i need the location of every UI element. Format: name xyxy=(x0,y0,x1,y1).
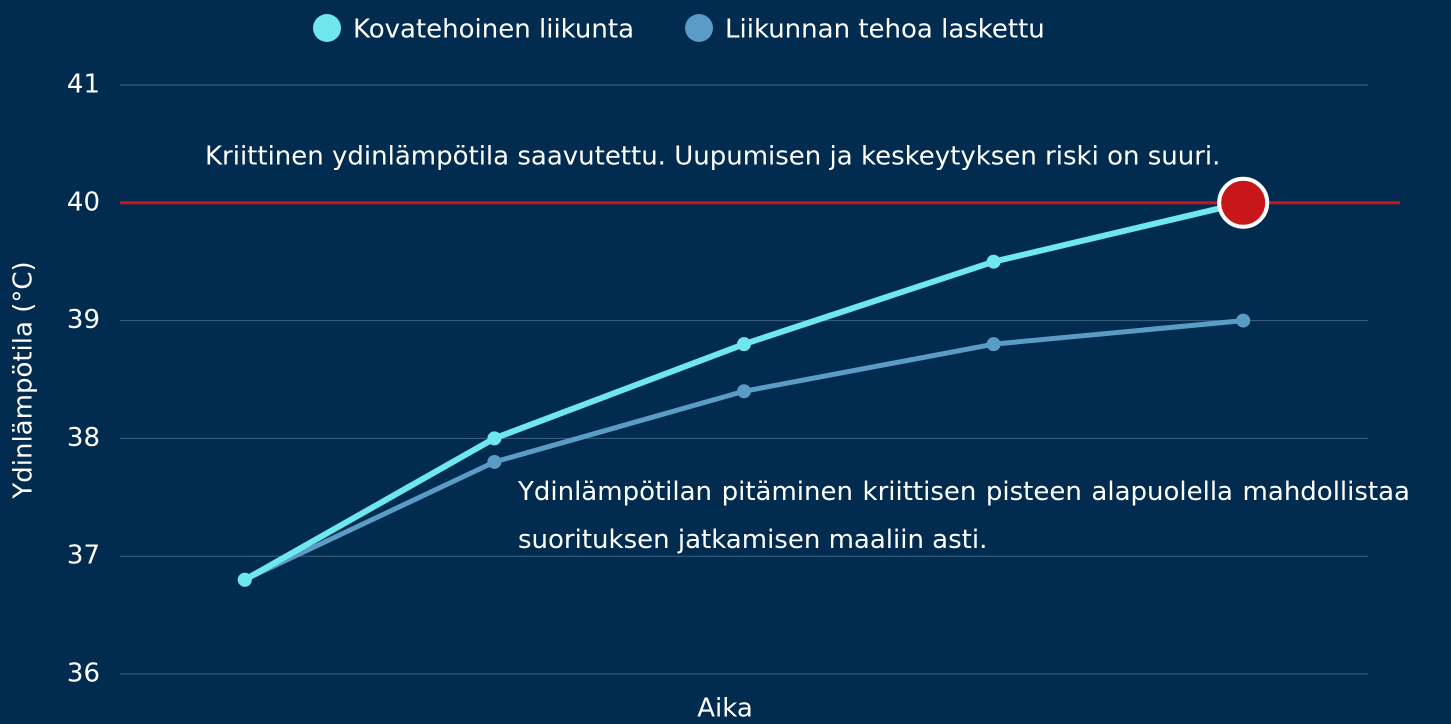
point xyxy=(487,454,502,469)
critical-marker xyxy=(1217,176,1270,229)
point xyxy=(1236,313,1251,328)
annotation: Kriittinen ydinlämpötila saavutettu. Uup… xyxy=(205,142,1220,172)
point xyxy=(986,337,1001,352)
point xyxy=(986,254,1001,269)
point xyxy=(237,572,252,587)
legend-label: Liikunnan tehoa laskettu xyxy=(725,15,1045,45)
x-axis-label: Aika xyxy=(697,694,753,724)
legend-swatch xyxy=(313,14,341,42)
point xyxy=(487,431,502,446)
y-tick-label: 38 xyxy=(67,423,100,453)
y-tick-label: 36 xyxy=(67,659,100,689)
point xyxy=(737,337,751,352)
annotation: Ydinlämpötilan pitäminen kriittisen pist… xyxy=(518,477,1410,555)
y-tick-label: 40 xyxy=(67,187,100,217)
y-tick-label: 39 xyxy=(67,305,100,335)
point xyxy=(737,384,751,399)
legend-label: Kovatehoinen liikunta xyxy=(353,15,634,45)
y-axis-label: Ydinlämpötila (°C) xyxy=(9,261,39,499)
y-tick-label: 37 xyxy=(67,541,100,571)
legend-swatch xyxy=(685,14,714,42)
y-tick-label: 41 xyxy=(67,70,100,100)
